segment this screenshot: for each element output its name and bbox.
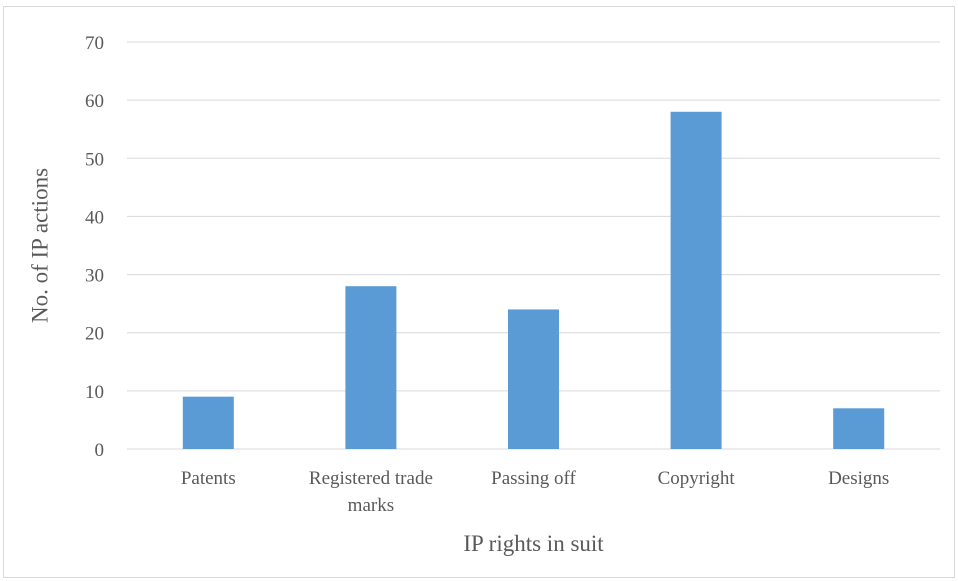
y-axis-tick-labels: 0 10 20 30 40 50 60 70: [85, 33, 104, 461]
x-tick-label-passing-off: Passing off: [491, 468, 576, 489]
y-tick-label-60: 60: [85, 91, 104, 112]
bar-designs: [833, 408, 885, 449]
y-tick-label-20: 20: [85, 324, 104, 345]
bars: [182, 111, 885, 450]
bar-patents: [182, 396, 234, 449]
x-axis-tick-labels: Patents Registered trade marks Passing off C…: [181, 468, 889, 516]
x-tick-label-copyright: Copyright: [658, 468, 736, 489]
bar-copyright: [670, 111, 722, 450]
y-tick-label-40: 40: [85, 207, 104, 228]
y-tick-label-70: 70: [85, 33, 104, 54]
gridlines: [127, 41, 940, 450]
x-tick-label-patents: Patents: [181, 468, 236, 489]
y-tick-label-0: 0: [95, 440, 105, 461]
bar-registered-trade-marks: [345, 286, 397, 449]
y-tick-label-30: 30: [85, 266, 104, 287]
x-tick-label-designs: Designs: [828, 468, 889, 489]
y-axis-title: No. of IP actions: [27, 168, 52, 323]
chart-frame: [3, 6, 955, 578]
bar-passing-off: [508, 309, 559, 449]
y-tick-label-10: 10: [85, 382, 104, 403]
x-tick-label-registered-trade-marks: Registered trade marks: [309, 468, 433, 516]
y-tick-label-50: 50: [85, 149, 104, 170]
x-axis-title: IP rights in suit: [463, 531, 604, 556]
